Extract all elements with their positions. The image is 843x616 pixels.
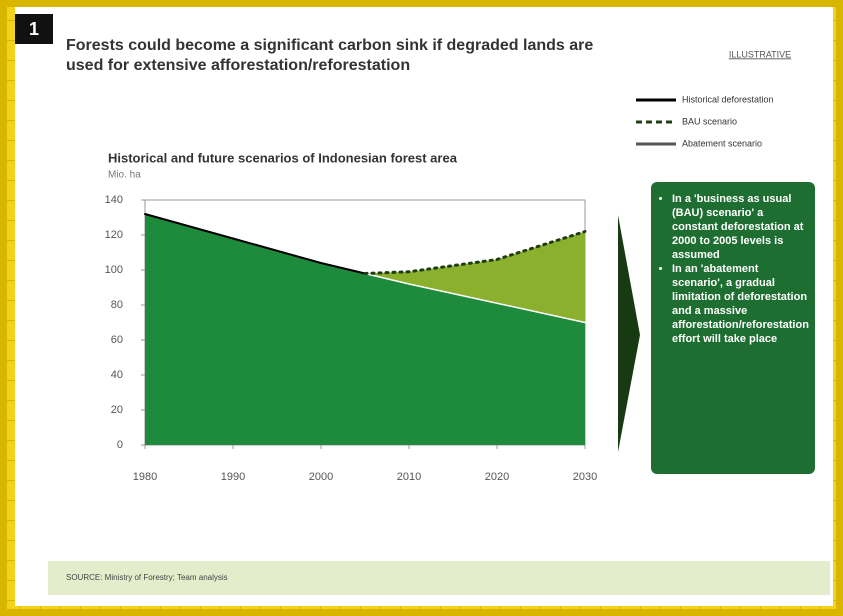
footer-band [48, 561, 830, 595]
legend-label: BAU scenario [682, 116, 737, 126]
callout-list: In a 'business as usual (BAU) scenario' … [658, 192, 810, 346]
legend-label: Historical deforestation [682, 94, 774, 104]
source: SOURCE: Ministry of Forestry; Team analy… [66, 573, 228, 582]
x-tick-label: 1990 [221, 471, 245, 483]
legend-label: Abatement scenario [682, 138, 762, 148]
tag: ILLUSTRATIVE [729, 49, 791, 59]
badge-box [15, 14, 53, 44]
series-line [364, 272, 586, 324]
series-line [144, 213, 366, 275]
y-tick-label: 100 [105, 264, 123, 276]
forest-area [145, 214, 365, 445]
x-tick-label: 2030 [573, 471, 597, 483]
y-tick-label: 120 [105, 229, 123, 241]
x-tick-label: 2000 [309, 471, 333, 483]
slide-title: Forests could become a significant carbo… [66, 37, 594, 74]
callout-item: In a 'business as usual (BAU) scenario' … [672, 192, 810, 262]
x-tick-label: 1980 [133, 471, 157, 483]
badge: 1 [29, 19, 39, 39]
y-tick-label: 40 [111, 369, 123, 381]
y-tick-label: 0 [117, 439, 123, 451]
callout-wrap: In a 'business as usual (BAU) scenario' … [658, 192, 810, 472]
x-tick-label: 2020 [485, 471, 509, 483]
arrow [618, 215, 640, 452]
callout-item: In an 'abatement scenario', a gradual li… [672, 262, 810, 346]
chart-subtitle: Mio. ha [108, 170, 141, 181]
series-line [363, 230, 587, 275]
callout-box [651, 182, 815, 474]
y-tick-label: 80 [111, 299, 123, 311]
x-tick-label: 2010 [397, 471, 421, 483]
bau-gap-area [365, 231, 585, 323]
forest-area [365, 273, 585, 445]
y-tick-label: 140 [105, 194, 123, 206]
title-box: Forests could become a significant carbo… [66, 37, 594, 74]
y-tick-label: 20 [111, 404, 123, 416]
y-tick-label: 60 [111, 334, 123, 346]
chart-title: Historical and future scenarios of Indon… [108, 150, 458, 165]
